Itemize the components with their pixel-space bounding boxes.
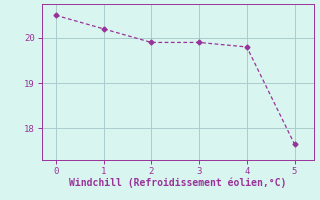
X-axis label: Windchill (Refroidissement éolien,°C): Windchill (Refroidissement éolien,°C) — [69, 177, 286, 188]
